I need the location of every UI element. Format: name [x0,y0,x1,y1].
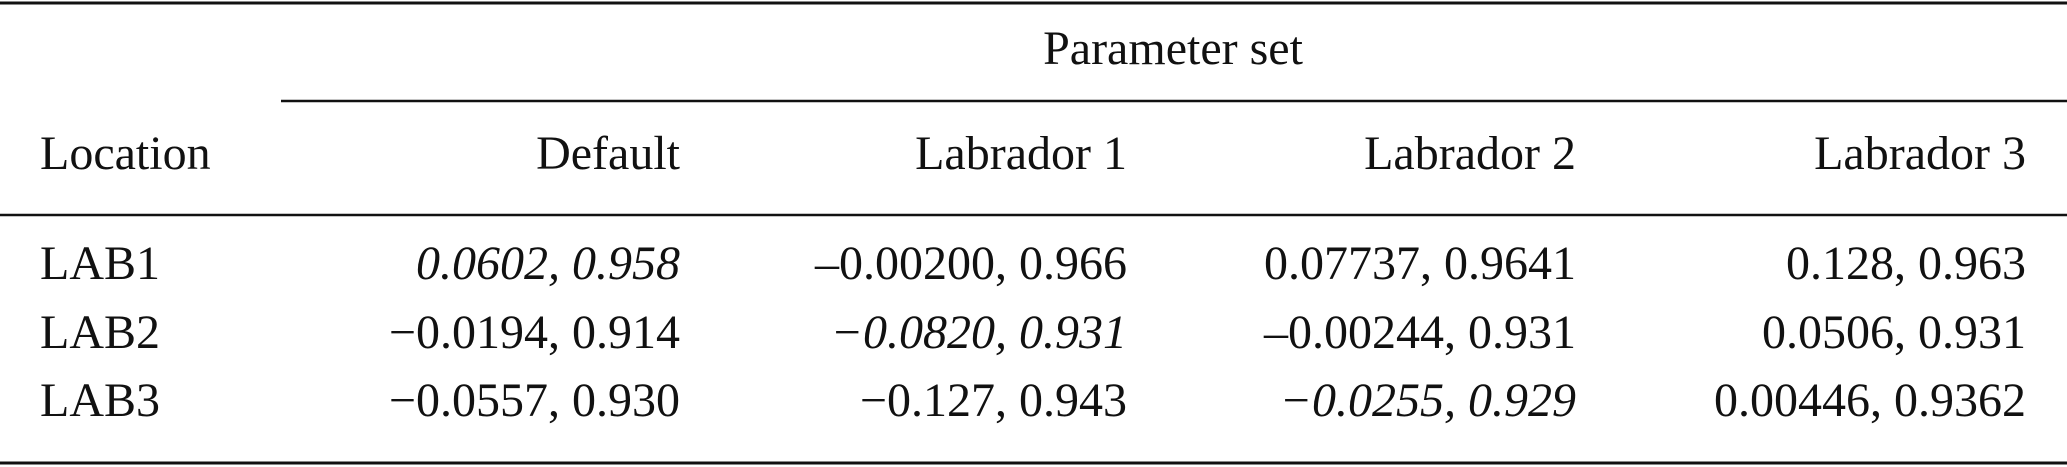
cell: −0.0820, 0.931 [831,306,1127,359]
column-header: Labrador 1 [915,127,1127,180]
column-header: Labrador 2 [1364,127,1576,180]
spanner-header: Parameter set [1043,22,1304,75]
row-label: LAB1 [40,237,160,290]
cell: 0.00446, 0.9362 [1714,374,2026,427]
cell: 0.07737, 0.9641 [1264,237,1576,290]
cell: −0.0255, 0.929 [1280,374,1576,427]
cell: −0.0557, 0.930 [389,374,680,427]
row-label: LAB2 [40,306,160,359]
cell: −0.127, 0.943 [860,374,1127,427]
cell: –0.00244, 0.931 [1263,306,1576,359]
cell: 0.0506, 0.931 [1762,306,2026,359]
cell: −0.0194, 0.914 [389,306,680,359]
column-header: Labrador 3 [1814,127,2026,180]
column-header: Location [40,127,211,180]
row-label: LAB3 [40,374,160,427]
cell: 0.0602, 0.958 [416,237,680,290]
cell: –0.00200, 0.966 [814,237,1127,290]
column-header: Default [536,127,681,180]
cell: 0.128, 0.963 [1786,237,2026,290]
